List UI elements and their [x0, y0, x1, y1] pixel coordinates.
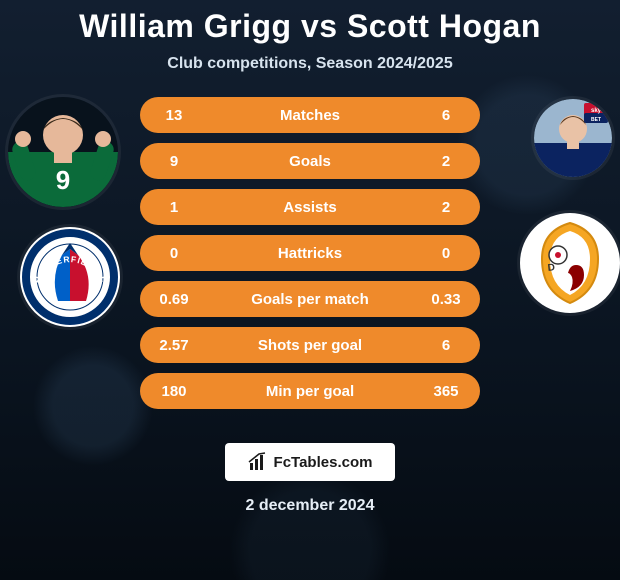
stat-row: 180Min per goal365	[140, 373, 480, 409]
svg-text:BET: BET	[591, 117, 601, 123]
stat-value-right: 365	[428, 383, 464, 400]
stat-row: 0Hattricks0	[140, 235, 480, 271]
stat-label: Assists	[192, 199, 428, 216]
club2-crest: D	[520, 213, 620, 313]
svg-text:D: D	[547, 262, 555, 274]
stat-value-left: 1	[156, 199, 192, 216]
stat-label: Hattricks	[192, 245, 428, 262]
stat-label: Min per goal	[192, 383, 428, 400]
stat-rows: 13Matches69Goals21Assists20Hattricks00.6…	[140, 97, 480, 419]
stat-value-right: 6	[428, 107, 464, 124]
player1-photo: 9	[8, 97, 118, 207]
stat-value-left: 180	[156, 383, 192, 400]
stat-value-right: 2	[428, 199, 464, 216]
stat-value-right: 0.33	[428, 291, 464, 308]
chart-icon	[248, 452, 268, 472]
title-player2: Scott Hogan	[347, 8, 541, 44]
page-title: William Grigg vs Scott Hogan	[0, 0, 620, 45]
stat-row: 2.57Shots per goal6	[140, 327, 480, 363]
stat-label: Goals	[192, 153, 428, 170]
stat-value-left: 0.69	[156, 291, 192, 308]
club1-crest: CHESTERFIELD FC	[20, 227, 120, 327]
stat-label: Goals per match	[192, 291, 428, 308]
stat-value-left: 13	[156, 107, 192, 124]
stat-value-right: 2	[428, 153, 464, 170]
comparison-date: 2 december 2024	[0, 497, 620, 515]
svg-text:9: 9	[56, 165, 70, 195]
stat-value-right: 6	[428, 337, 464, 354]
stat-row: 13Matches6	[140, 97, 480, 133]
title-player1: William Grigg	[79, 8, 291, 44]
svg-text:sky: sky	[591, 108, 602, 114]
footer-logo: FcTables.com	[225, 443, 395, 481]
stat-label: Shots per goal	[192, 337, 428, 354]
stat-value-left: 0	[156, 245, 192, 262]
stat-value-left: 9	[156, 153, 192, 170]
subtitle: Club competitions, Season 2024/2025	[0, 55, 620, 73]
footer-logo-text: FcTables.com	[274, 454, 373, 471]
stat-row: 1Assists2	[140, 189, 480, 225]
player2-photo: sky BET	[534, 99, 612, 177]
comparison-arena: 9 sky BET	[0, 97, 620, 431]
stat-value-right: 0	[428, 245, 464, 262]
stat-value-left: 2.57	[156, 337, 192, 354]
stat-row: 9Goals2	[140, 143, 480, 179]
stat-label: Matches	[192, 107, 428, 124]
title-vs: vs	[301, 8, 338, 44]
stat-row: 0.69Goals per match0.33	[140, 281, 480, 317]
